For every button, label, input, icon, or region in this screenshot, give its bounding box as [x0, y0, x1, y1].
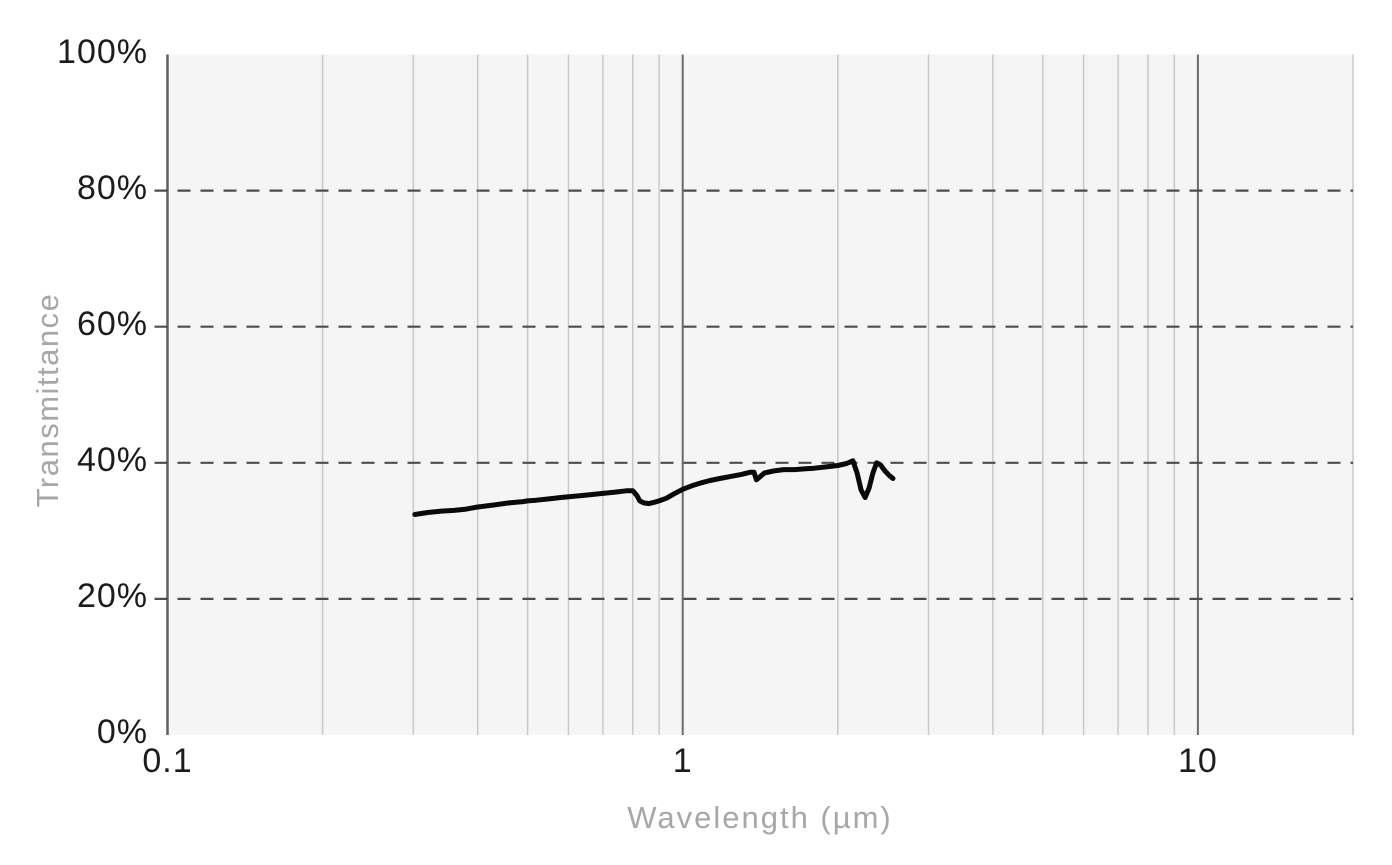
x-axis-title: Wavelength (µm) [627, 800, 893, 835]
x-tick-label: 0.1 [142, 742, 193, 780]
y-tick-label: 80% [76, 168, 148, 207]
y-tick-label: 0% [96, 713, 148, 751]
y-tick-label: 20% [76, 576, 148, 615]
x-tick-label: 1 [672, 742, 693, 780]
y-tick-label: 60% [76, 304, 148, 343]
x-tick-label: 10 [1177, 742, 1218, 780]
y-axis-title: Transmittance [30, 292, 65, 508]
y-tick-label: 100% [57, 32, 148, 71]
plot-background [167, 54, 1353, 735]
transmittance-curve [412, 458, 896, 517]
y-tick-label: 40% [76, 440, 148, 479]
